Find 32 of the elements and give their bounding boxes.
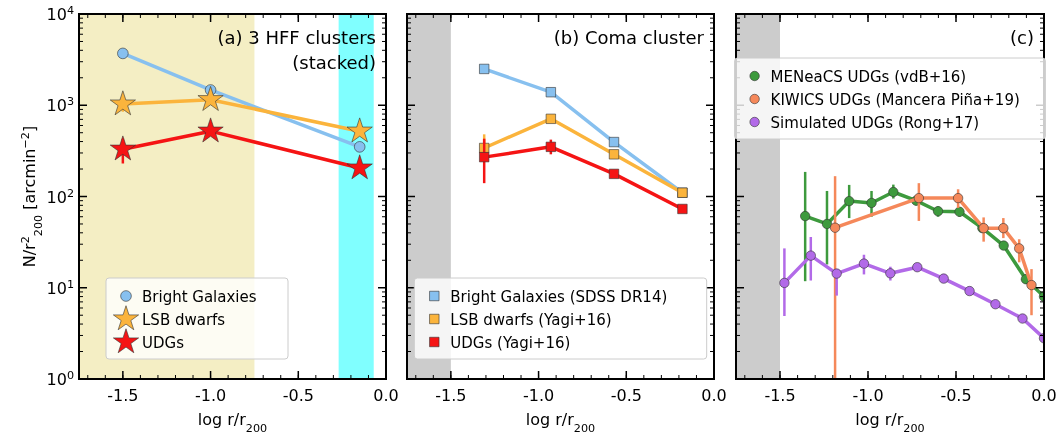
text: (a) 3 HFF clusters (stacked): [217, 27, 376, 73]
legend-label: LSB dwarfs (Yagi+16): [450, 311, 612, 329]
x-tick-label: 0.0: [701, 386, 727, 405]
legend-label: Simulated UDGs (Rong+17): [770, 114, 980, 132]
y-tick-label: 10$^{0}$: [46, 368, 74, 389]
y-tick-label: 10$^{1}$: [46, 277, 74, 298]
legend-label: Bright Galaxies (SDSS DR14): [450, 288, 668, 306]
legend-label: UDGs: [142, 334, 185, 352]
x-tick-label: -1.0: [522, 386, 555, 405]
y-tick-label: 10$^{4}$: [46, 3, 74, 24]
x-tick-label: -1.0: [194, 386, 227, 405]
x-tick-label: 0.0: [1031, 386, 1057, 405]
y-tick-label: 10$^{3}$: [46, 94, 74, 116]
legend-label: UDGs (Yagi+16): [450, 334, 571, 352]
x-tick-label: -0.5: [940, 386, 972, 405]
x-tick-label: -0.5: [610, 386, 642, 405]
legend-label: Bright Galaxies: [142, 288, 257, 306]
x-tick-label: -0.5: [282, 386, 314, 405]
x-tick-label: -1.5: [107, 386, 139, 405]
x-tick-label: -1.0: [852, 386, 884, 405]
y-tick-label: 10$^{2}$: [46, 186, 74, 207]
x-axis-title: log r/r$_{200}$: [525, 410, 596, 434]
x-tick-label: 0.0: [373, 386, 399, 405]
text: (c): [1010, 27, 1034, 48]
legend-label: MENeaCS UDGs (vdB+16): [770, 68, 967, 86]
legend-label: LSB dwarfs: [142, 311, 226, 329]
x-axis-title: log r/r$_{200}$: [855, 410, 925, 434]
x-axis-title: log r/r$_{200}$: [197, 410, 268, 434]
x-tick-label: -1.5: [764, 386, 796, 405]
x-tick-label: -1.5: [435, 386, 467, 405]
text: (b) Coma cluster: [553, 27, 705, 48]
legend-label: KIWICS UDGs (Mancera Piña+19): [770, 91, 1020, 109]
